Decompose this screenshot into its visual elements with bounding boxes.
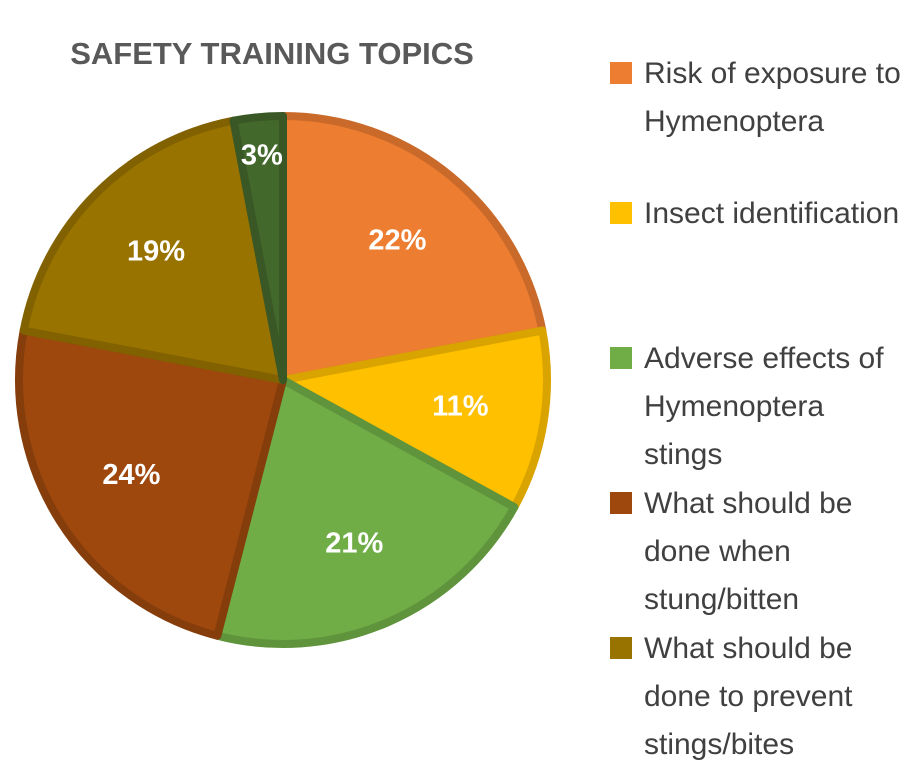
pie-slice xyxy=(229,112,287,384)
pie-slice xyxy=(279,112,547,384)
legend-entry: What should be done when stung/bitten xyxy=(610,480,910,624)
legend-swatch xyxy=(610,62,632,84)
data-label: 11% xyxy=(432,391,489,423)
data-label: 24% xyxy=(102,459,160,491)
legend-entry: Risk of exposure to Hymenoptera xyxy=(610,50,910,146)
data-label: 21% xyxy=(325,527,383,559)
legend-label: Adverse effects of Hymenoptera stings xyxy=(644,342,884,471)
legend-label: Insect identification xyxy=(644,197,900,230)
legend-swatch xyxy=(610,347,632,369)
legend-swatch xyxy=(610,202,632,224)
pie-slice xyxy=(213,376,519,648)
pie-slice xyxy=(279,326,551,512)
legend-label: What should be done when stung/bitten xyxy=(644,487,853,616)
pie-slice xyxy=(19,116,287,384)
pie-slice xyxy=(15,326,287,640)
legend-label: What should be done to prevent stings/bi… xyxy=(644,632,853,761)
legend-entry: Adverse effects of Hymenoptera stings xyxy=(610,335,910,479)
data-label: 3% xyxy=(241,139,283,171)
data-label: 22% xyxy=(368,224,426,256)
legend-label: Risk of exposure to Hymenoptera xyxy=(644,57,901,138)
chart-title: SAFETY TRAINING TOPICS xyxy=(70,36,474,71)
legend-entry: What should be done to prevent stings/bi… xyxy=(610,625,910,766)
legend-entry: Insect identification xyxy=(610,190,910,238)
legend-swatch xyxy=(610,492,632,514)
data-label: 19% xyxy=(127,236,185,268)
legend-swatch xyxy=(610,637,632,659)
